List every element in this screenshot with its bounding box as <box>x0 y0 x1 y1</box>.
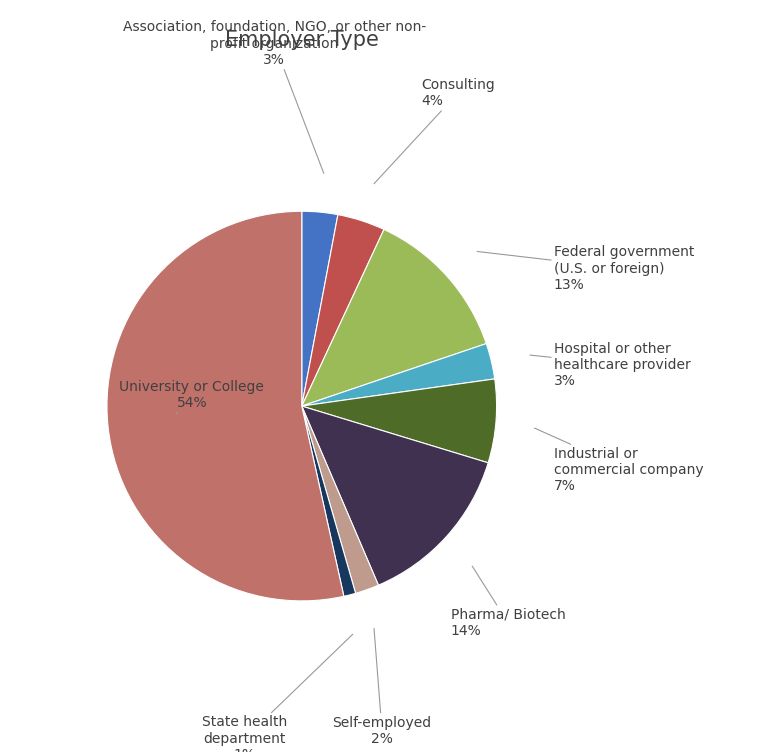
Text: Industrial or
commercial company
7%: Industrial or commercial company 7% <box>535 428 704 493</box>
Wedge shape <box>107 211 344 601</box>
Wedge shape <box>302 379 497 462</box>
Text: Federal government
(U.S. or foreign)
13%: Federal government (U.S. or foreign) 13% <box>478 245 694 292</box>
Wedge shape <box>302 406 378 593</box>
Text: University or College
54%: University or College 54% <box>119 380 264 414</box>
Text: Consulting
4%: Consulting 4% <box>374 78 495 183</box>
Wedge shape <box>302 344 495 406</box>
Text: Hospital or other
healthcare provider
3%: Hospital or other healthcare provider 3% <box>530 341 691 388</box>
Text: Self-employed
2%: Self-employed 2% <box>332 629 432 746</box>
Wedge shape <box>302 406 488 585</box>
Wedge shape <box>302 229 487 406</box>
Text: State health
department
1%: State health department 1% <box>202 634 353 752</box>
Wedge shape <box>302 406 355 596</box>
Wedge shape <box>302 214 384 406</box>
Wedge shape <box>302 211 338 406</box>
Text: Association, foundation, NGO, or other non-
profit organization
3%: Association, foundation, NGO, or other n… <box>123 20 426 173</box>
Text: Pharma/ Biotech
14%: Pharma/ Biotech 14% <box>451 566 565 638</box>
Title: Employer Type: Employer Type <box>225 29 379 50</box>
